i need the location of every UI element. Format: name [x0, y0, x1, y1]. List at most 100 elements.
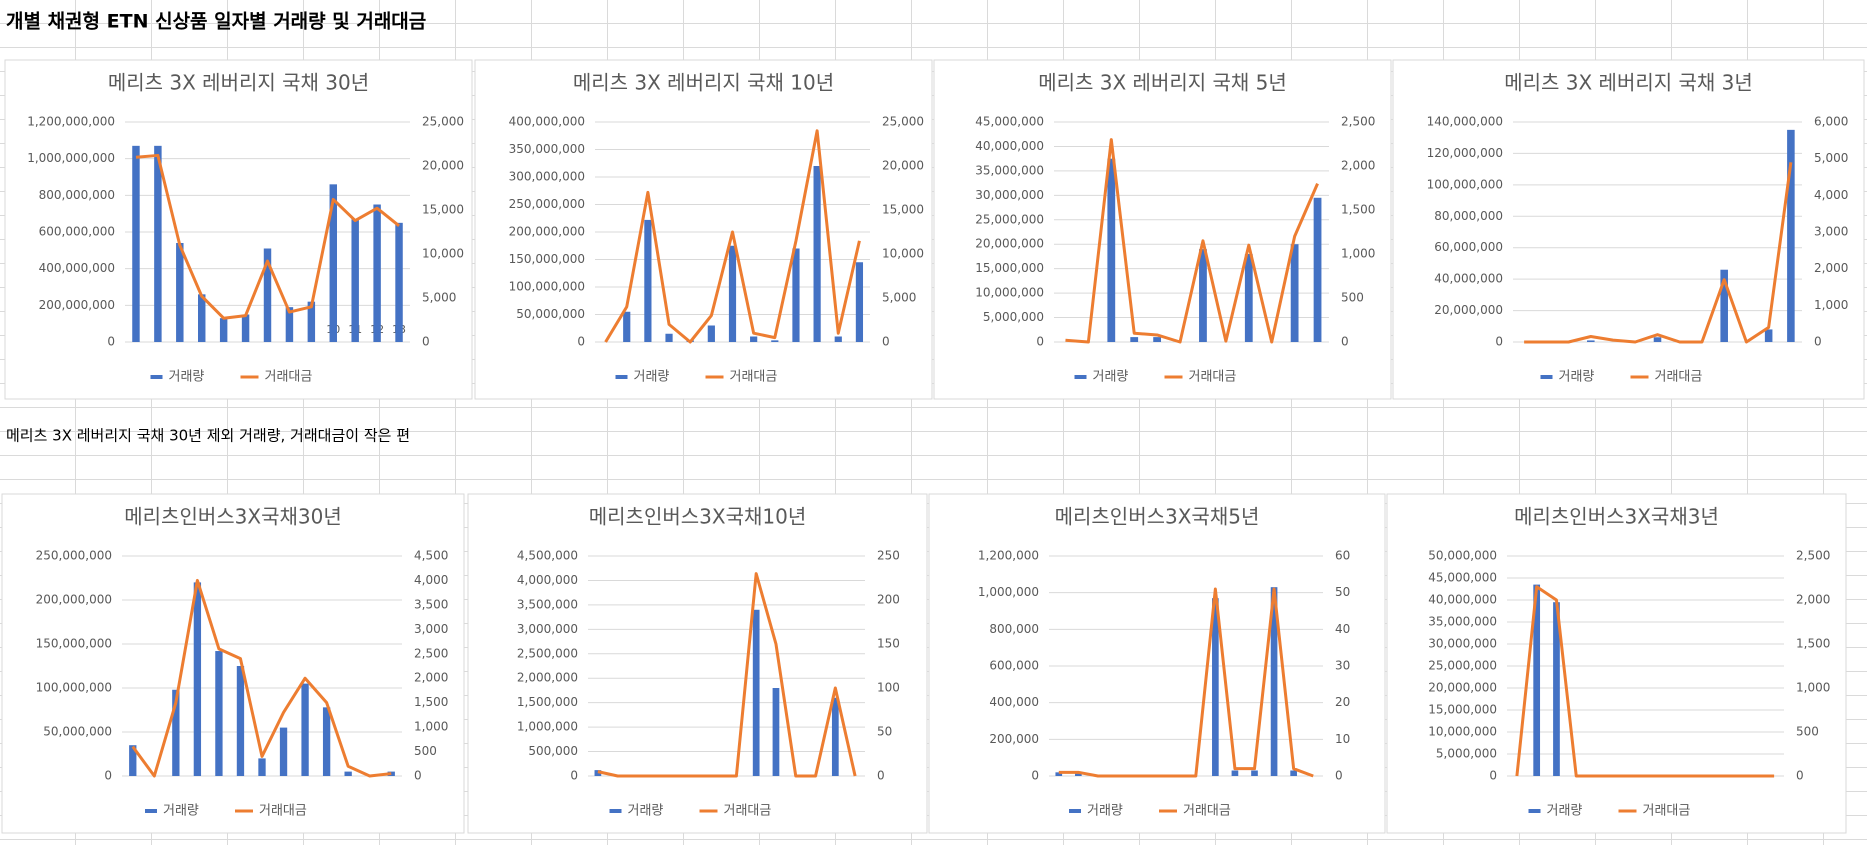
y-tick-label: 150,000,000	[36, 637, 112, 651]
y2-tick-label: 0	[882, 335, 890, 349]
y-tick-label: 40,000,000	[975, 139, 1044, 153]
bar	[176, 243, 184, 342]
bar	[1251, 770, 1258, 776]
bar	[750, 336, 758, 342]
y2-tick-label: 0	[1814, 335, 1822, 349]
y2-tick-label: 1,000	[1814, 298, 1848, 312]
y-tick-label: 1,000,000,000	[27, 151, 115, 165]
bar	[351, 219, 359, 342]
y2-tick-label: 250	[877, 549, 900, 563]
y2-tick-label: 15,000	[882, 203, 924, 217]
y-tick-label: 30,000,000	[975, 188, 1044, 202]
y-tick-label: 100,000,000	[36, 681, 112, 695]
chart-area	[467, 493, 928, 834]
y-tick-label: 15,000,000	[1428, 703, 1497, 717]
bar	[219, 318, 228, 342]
bar	[1107, 158, 1116, 342]
y2-tick-label: 1,500	[1341, 203, 1375, 217]
line	[131, 578, 392, 778]
y2-tick-label: 200	[877, 593, 900, 607]
y2-tick-label: 150	[877, 637, 900, 651]
line	[1524, 162, 1793, 344]
y-tick-label: 120,000,000	[1427, 146, 1503, 160]
bar	[1653, 337, 1662, 342]
y-tick-label: 40,000,000	[1434, 272, 1503, 286]
y2-tick-label: 60	[1335, 549, 1350, 563]
y-tick-label: 300,000,000	[509, 170, 585, 184]
legend-label: 거래량	[1547, 804, 1583, 819]
legend-label: 거래량	[1559, 370, 1595, 385]
bar	[329, 184, 337, 342]
line	[1065, 138, 1319, 344]
y-tick-label: 800,000,000	[39, 188, 115, 202]
legend-label: 거래량	[163, 804, 199, 819]
y-tick-label: 45,000,000	[1428, 571, 1497, 585]
legend-swatch	[615, 375, 628, 379]
bar	[623, 311, 631, 342]
bar	[279, 727, 288, 776]
bar	[707, 325, 715, 342]
line	[1058, 587, 1314, 778]
y-tick-label: 600,000,000	[39, 225, 115, 239]
legend-label: 거래대금	[730, 370, 778, 385]
y-tick-label: 20,000,000	[1434, 303, 1503, 317]
bar	[792, 248, 800, 342]
bar	[772, 688, 780, 776]
y-tick-label: 100,000,000	[509, 280, 585, 294]
bar	[1055, 772, 1063, 776]
y-tick-label: 20,000,000	[975, 237, 1044, 251]
y2-tick-label: 2,500	[1341, 115, 1375, 129]
y2-tick-label: 20,000	[422, 159, 464, 173]
y-tick-label: 3,000,000	[517, 622, 578, 636]
y2-tick-label: 500	[1341, 291, 1364, 305]
y2-tick-label: 2,500	[1796, 549, 1830, 563]
legend-swatch	[609, 809, 622, 813]
y-tick-label: 35,000,000	[975, 163, 1044, 177]
y-tick-label: 1,200,000	[978, 549, 1039, 563]
bar	[1244, 254, 1253, 342]
y-tick-label: 4,000,000	[517, 573, 578, 587]
bar	[855, 262, 864, 342]
y-tick-label: 200,000	[989, 732, 1039, 746]
y-tick-label: 50,000,000	[516, 307, 585, 321]
bar	[1553, 602, 1560, 776]
y2-tick-label: 20	[1335, 695, 1350, 709]
y-tick-label: 0	[577, 335, 585, 349]
y-tick-label: 25,000,000	[975, 212, 1044, 226]
legend-label: 거래대금	[259, 804, 307, 819]
y2-tick-label: 0	[877, 769, 885, 783]
y2-tick-label: 3,500	[414, 597, 448, 611]
y2-tick-label: 10	[1335, 732, 1350, 746]
bar	[258, 758, 266, 776]
bar	[834, 336, 842, 342]
y-tick-label: 400,000,000	[509, 115, 585, 129]
bar	[1075, 772, 1082, 776]
y-tick-label: 20,000,000	[1428, 681, 1497, 695]
y2-tick-label: 500	[414, 744, 437, 758]
y2-tick-label: 5,000	[422, 291, 456, 305]
bar	[728, 245, 737, 342]
y-tick-label: 30,000,000	[1428, 637, 1497, 651]
legend-label: 거래대금	[1189, 370, 1237, 385]
chart-title: 메리츠인버스3X국채5년	[1055, 505, 1260, 529]
chart-title: 메리츠 3X 레버리지 국채 5년	[1038, 71, 1287, 95]
bar	[1130, 337, 1139, 342]
bar	[1313, 197, 1322, 342]
y2-tick-label: 100	[877, 681, 900, 695]
y-tick-label: 500,000	[528, 744, 578, 758]
y-tick-label: 15,000,000	[975, 261, 1044, 275]
y2-tick-label: 0	[1341, 335, 1349, 349]
y2-tick-label: 0	[422, 335, 430, 349]
bar	[831, 697, 839, 776]
y2-tick-label: 4,000	[1814, 188, 1848, 202]
chart-title: 메리츠 3X 레버리지 국채 3년	[1504, 71, 1753, 95]
bar	[1270, 587, 1278, 776]
bar	[322, 707, 331, 776]
bar	[263, 248, 272, 342]
y2-tick-label: 1,000	[1796, 681, 1830, 695]
y2-tick-label: 20,000	[882, 159, 924, 173]
y-tick-label: 2,000,000	[517, 671, 578, 685]
bar	[665, 333, 673, 342]
y-tick-label: 400,000	[989, 695, 1039, 709]
